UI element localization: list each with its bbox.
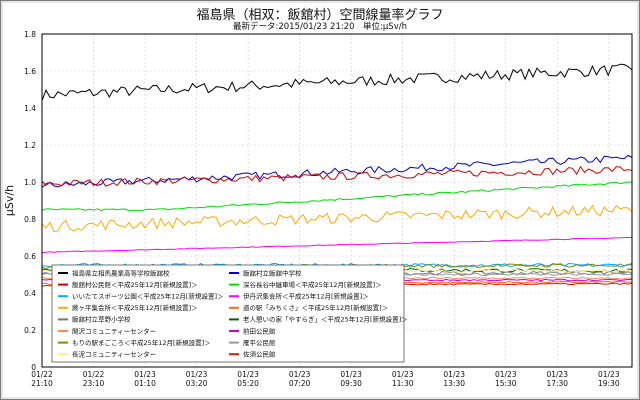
legend-label: 関沢コミュニティーセンター <box>72 326 156 335</box>
y-tick-label: 1.6 <box>24 67 36 76</box>
x-tick-date: 01/22 <box>31 370 53 379</box>
x-tick-time: 09:30 <box>340 379 362 388</box>
legend: 福島県立相馬農業高等学校飯舘校 飯舘村立飯舘中学校飯舘村公民館＜平成25年12月[… <box>51 264 408 363</box>
x-tick-date: 01/23 <box>289 370 311 379</box>
legend-label: 飯舘村立草野小学校 <box>72 315 131 324</box>
legend-label: 福島県立相馬農業高等学校飯舘校 <box>72 268 170 277</box>
x-tick-time: 07:20 <box>289 379 311 388</box>
x-tick-date: 01/23 <box>237 370 259 379</box>
x-tick-time: 11:30 <box>392 379 414 388</box>
legend-label: 雁平公民館 <box>243 338 276 347</box>
legend-label: 飯舘村立飯舘中学校 <box>243 268 302 277</box>
legend-label: 道の駅「みちくさ」＜平成25年12月[新規設置]＞ <box>243 303 388 312</box>
series-line <box>41 237 632 254</box>
x-tick-time: 03:20 <box>186 379 208 388</box>
y-tick-label: 1.4 <box>24 104 36 113</box>
y-tick-label: 1.8 <box>24 30 36 39</box>
x-tick-time: 19:30 <box>598 379 620 388</box>
x-tick-date: 01/23 <box>598 370 620 379</box>
x-tick-date: 01/23 <box>495 370 517 379</box>
y-tick-label: 0.8 <box>24 215 36 224</box>
chart-subtitle: 最新データ:2015/01/23 21:20 単位:μSv/h <box>232 22 407 32</box>
legend-label: もりの駅まごころ＜平成25年12月[新規設置]＞ <box>72 338 211 347</box>
x-tick-date: 01/23 <box>443 370 465 379</box>
x-tick-date: 01/23 <box>186 370 208 379</box>
legend-label: 伊丹沢集会所＜平成25年12月[新規設置]＞ <box>243 292 369 301</box>
x-tick-time: 01:10 <box>134 379 156 388</box>
y-axis-label: μSv/h <box>3 185 16 216</box>
legend-label: 深谷長谷中継車場＜平成25年12月[新規設置]＞ <box>243 280 382 289</box>
x-tick-time: 13:30 <box>443 379 465 388</box>
x-tick-time: 21:10 <box>31 379 53 388</box>
legend-label: 長泥コミュニティーセンター <box>72 350 156 359</box>
legend-label: 飯舘村公民館＜平成25年12月[新規設置]＞ <box>72 280 198 289</box>
x-tick-time: 17:30 <box>546 379 568 388</box>
x-tick-date: 01/22 <box>83 370 105 379</box>
x-tick-date: 01/23 <box>340 370 362 379</box>
y-tick-label: 0 <box>31 363 36 372</box>
y-tick-label: 0.4 <box>24 289 36 298</box>
x-tick-date: 01/23 <box>134 370 156 379</box>
y-tick-label: 0.2 <box>24 326 36 335</box>
x-tick-time: 15:30 <box>495 379 517 388</box>
series-line <box>41 63 633 101</box>
y-axis-ticks: 0 0.2 0.4 0.6 0.8 1.0 1.2 1.4 1.6 1.8 <box>24 30 36 372</box>
legend-box <box>51 264 405 363</box>
plot-border <box>41 33 633 368</box>
x-tick-date: 01/23 <box>546 370 568 379</box>
series-line <box>41 165 633 187</box>
y-tick-label: 1.2 <box>24 141 36 150</box>
legend-label: いいたてスポーツ公園＜平成25年12月[新規設置]＞ <box>72 292 223 301</box>
y-tick-label: 1.0 <box>24 178 36 187</box>
x-axis-ticks: 01/2221:1001/2223:1001/2301:1001/2303:20… <box>31 370 620 388</box>
x-tick-time: 23:10 <box>83 379 105 388</box>
legend-label: 佐須公民館 <box>243 350 276 359</box>
legend-label: 前田公民館 <box>243 326 276 335</box>
series-line <box>41 181 633 212</box>
x-tick-time: 05:20 <box>237 379 259 388</box>
x-tick-date: 01/23 <box>392 370 414 379</box>
y-tick-label: 0.6 <box>24 252 36 261</box>
legend-label: 老人憩いの家「やすらぎ」＜平成25年12月[新規設置]＞ <box>243 315 408 324</box>
series-line <box>41 154 633 188</box>
series-lines <box>41 63 633 287</box>
chart-title: 福島県（相双：飯舘村）空間線量率グラフ <box>196 8 444 23</box>
series-line <box>41 204 633 233</box>
legend-label: 蕨ヶ平集会所＜平成25年12月[新規設置]＞ <box>72 303 198 312</box>
